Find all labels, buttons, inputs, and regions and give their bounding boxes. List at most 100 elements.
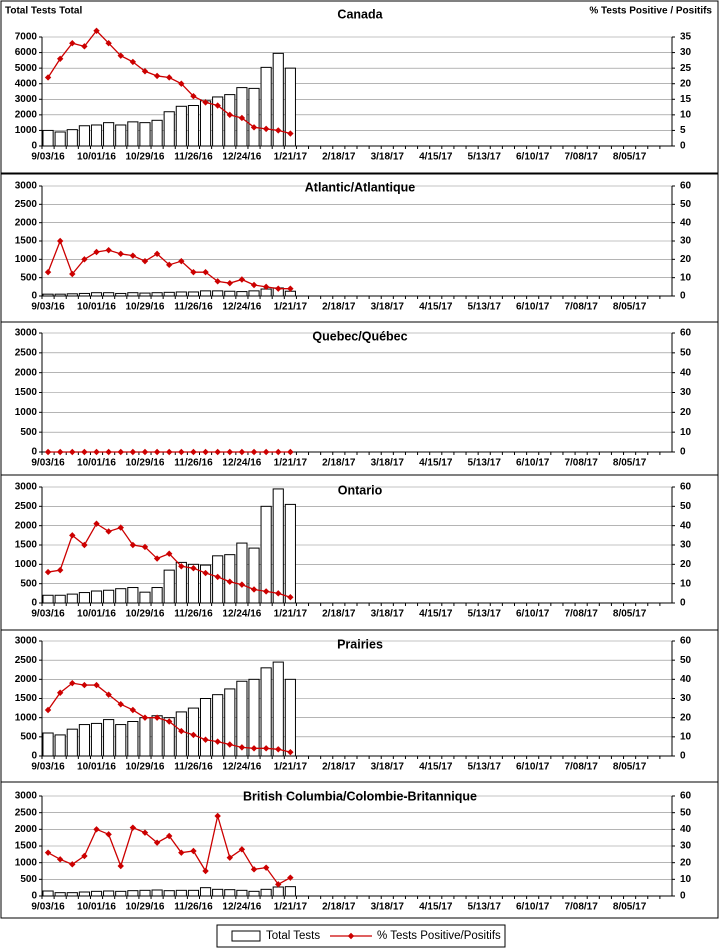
bar (90, 722, 103, 757)
y2-tick-label: 40 (680, 824, 692, 835)
bar (66, 593, 78, 604)
marker (153, 72, 161, 80)
y2-tick-label: 20 (680, 78, 692, 89)
x-tick-label: 9/03/16 (31, 762, 65, 773)
panel-border (0, 629, 719, 783)
bar (127, 587, 139, 604)
x-tick-label: 11/26/16 (174, 152, 213, 163)
bar (151, 715, 163, 757)
y2-tick-label: 50 (680, 199, 692, 210)
marker (226, 448, 233, 456)
x-tick-label: 11/26/16 (174, 902, 213, 913)
x-tick-label: 8/05/17 (613, 458, 647, 469)
panel-border (0, 474, 719, 631)
bar (248, 678, 260, 757)
x-tick-label: 2/18/17 (322, 152, 356, 163)
marker (56, 856, 64, 863)
y2-tick-label: 40 (680, 217, 692, 228)
marker (178, 80, 185, 87)
y2-tick-label: 60 (680, 328, 692, 339)
x-tick-label: 10/01/16 (77, 152, 116, 163)
y-tick-label: 500 (20, 731, 37, 742)
bar (42, 594, 54, 604)
x-tick-label: 5/13/17 (468, 762, 502, 773)
x-tick-label: 8/05/17 (613, 302, 647, 313)
marker (275, 448, 282, 456)
y2-axis-label: % Tests Positive / Positifs (589, 6, 712, 17)
bar (139, 889, 151, 897)
panel-border (0, 0, 719, 174)
marker (202, 736, 209, 743)
x-tick-label: 2/18/17 (322, 302, 356, 313)
marker (44, 448, 52, 456)
marker (129, 252, 137, 259)
y-tick-label: 2000 (15, 367, 38, 378)
bar (115, 724, 127, 757)
bar (54, 131, 66, 147)
marker (287, 130, 294, 137)
marker (93, 520, 100, 527)
bar (236, 291, 248, 297)
marker (93, 248, 100, 256)
line (47, 815, 291, 886)
marker (69, 448, 76, 456)
x-tick-label: 7/08/17 (564, 302, 598, 313)
bar (284, 503, 296, 604)
marker (56, 448, 64, 456)
x-tick-label: 1/21/17 (274, 902, 308, 913)
x-tick-label: 3/18/17 (371, 458, 405, 469)
bar (151, 587, 163, 604)
bar (115, 588, 127, 604)
bar (54, 734, 66, 757)
y-tick-label: 1000 (15, 712, 38, 723)
marker (238, 744, 246, 751)
x-tick-label: 10/29/16 (126, 152, 165, 163)
marker (56, 566, 64, 574)
legend-label: Total Tests (266, 930, 320, 942)
marker (262, 864, 270, 871)
x-tick-label: 8/05/17 (613, 152, 647, 163)
y2-tick-label: 60 (680, 791, 692, 802)
x-tick-label: 6/10/17 (516, 458, 550, 469)
bar (187, 889, 200, 897)
x-tick-label: 3/18/17 (371, 902, 405, 913)
marker (190, 847, 197, 855)
marker (129, 706, 137, 714)
bar (248, 547, 260, 604)
marker (275, 127, 282, 134)
y2-tick-label: 30 (680, 540, 692, 551)
y-axis-label: Total Tests Total (5, 6, 82, 17)
bar (78, 891, 90, 897)
y-tick-label: 2500 (15, 807, 38, 818)
y-tick-label: 1000 (15, 857, 38, 868)
marker (226, 578, 233, 585)
marker (262, 125, 270, 133)
y-tick-label: 4000 (15, 78, 38, 89)
bar (127, 292, 139, 297)
marker (250, 124, 258, 131)
bar (224, 688, 236, 757)
y2-tick-label: 30 (680, 693, 692, 704)
marker (238, 448, 246, 456)
bar (42, 293, 54, 297)
x-tick-label: 12/24/16 (222, 152, 261, 163)
bar (199, 564, 212, 604)
bar (284, 678, 296, 757)
bar (175, 105, 187, 147)
chart-title: Canada (337, 7, 383, 21)
x-tick-label: 2/18/17 (322, 458, 356, 469)
marker (141, 257, 149, 265)
bar (151, 292, 163, 297)
y-tick-label: 3000 (15, 328, 38, 339)
bar (90, 590, 103, 604)
y2-tick-label: 40 (680, 674, 692, 685)
marker (287, 748, 294, 756)
panel-border (0, 781, 719, 919)
bar (54, 594, 66, 604)
y-tick-label: 0 (31, 141, 37, 152)
bar (248, 87, 260, 147)
marker (153, 448, 161, 456)
bar (224, 94, 236, 147)
x-tick-label: 9/03/16 (31, 152, 65, 163)
marker (166, 832, 173, 840)
